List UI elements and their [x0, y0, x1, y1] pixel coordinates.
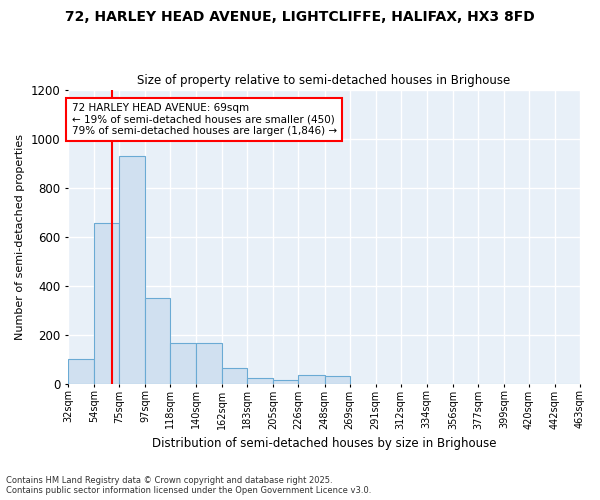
Bar [298, 375, 325, 384]
Text: Contains HM Land Registry data © Crown copyright and database right 2025.
Contai: Contains HM Land Registry data © Crown c… [6, 476, 371, 495]
Bar [68, 359, 94, 384]
Bar [170, 344, 196, 384]
Text: 72 HARLEY HEAD AVENUE: 69sqm
← 19% of semi-detached houses are smaller (450)
79%: 72 HARLEY HEAD AVENUE: 69sqm ← 19% of se… [71, 103, 337, 136]
Y-axis label: Number of semi-detached properties: Number of semi-detached properties [15, 134, 25, 340]
Bar [247, 378, 274, 384]
Bar [196, 344, 223, 384]
Bar [145, 298, 170, 384]
Text: 72, HARLEY HEAD AVENUE, LIGHTCLIFFE, HALIFAX, HX3 8FD: 72, HARLEY HEAD AVENUE, LIGHTCLIFFE, HAL… [65, 10, 535, 24]
Title: Size of property relative to semi-detached houses in Brighouse: Size of property relative to semi-detach… [137, 74, 511, 87]
Bar [223, 368, 247, 384]
Bar [119, 156, 145, 384]
Bar [325, 376, 350, 384]
Bar [274, 380, 298, 384]
X-axis label: Distribution of semi-detached houses by size in Brighouse: Distribution of semi-detached houses by … [152, 437, 496, 450]
Bar [94, 223, 119, 384]
